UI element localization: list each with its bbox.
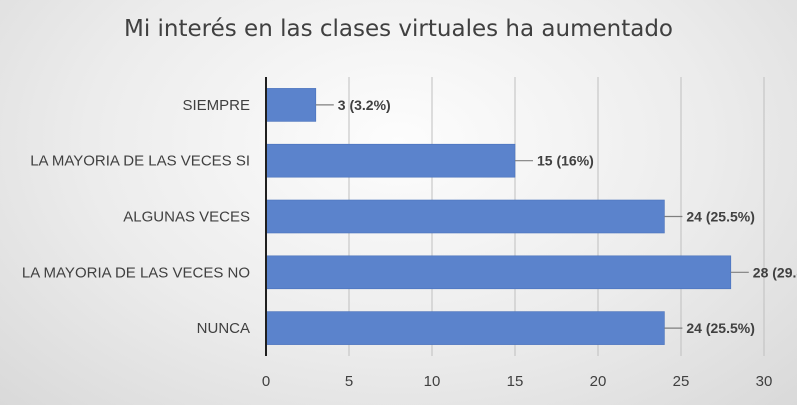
chart-title: Mi interés en las clases virtuales ha au…	[123, 16, 673, 42]
x-tick-label: 10	[424, 373, 441, 390]
x-tick-label: 30	[756, 373, 773, 390]
category-label: SIEMPRE	[182, 97, 250, 114]
category-label: ALGUNAS VECES	[123, 209, 250, 226]
x-tick-label: 5	[345, 373, 353, 390]
x-tick-label: 25	[673, 373, 690, 390]
data-label: 24 (25.5%)	[686, 209, 754, 225]
data-label: 3 (3.2%)	[338, 97, 391, 113]
bar	[265, 255, 732, 290]
data-label: 24 (25.5%)	[686, 320, 754, 336]
x-tick-label: 20	[590, 373, 607, 390]
bar	[265, 88, 317, 122]
x-tick-label: 15	[507, 373, 524, 390]
data-label: 28 (29.8%)	[753, 264, 797, 280]
category-label: NUNCA	[197, 320, 250, 337]
bar	[265, 199, 665, 234]
data-label: 15 (16%)	[537, 153, 594, 169]
bar	[265, 143, 516, 178]
category-label: LA MAYORIA DE LAS VECES NO	[22, 264, 250, 281]
x-tick-label: 0	[262, 373, 270, 390]
category-label: LA MAYORIA DE LAS VECES SI	[30, 153, 250, 170]
bar	[265, 311, 665, 345]
